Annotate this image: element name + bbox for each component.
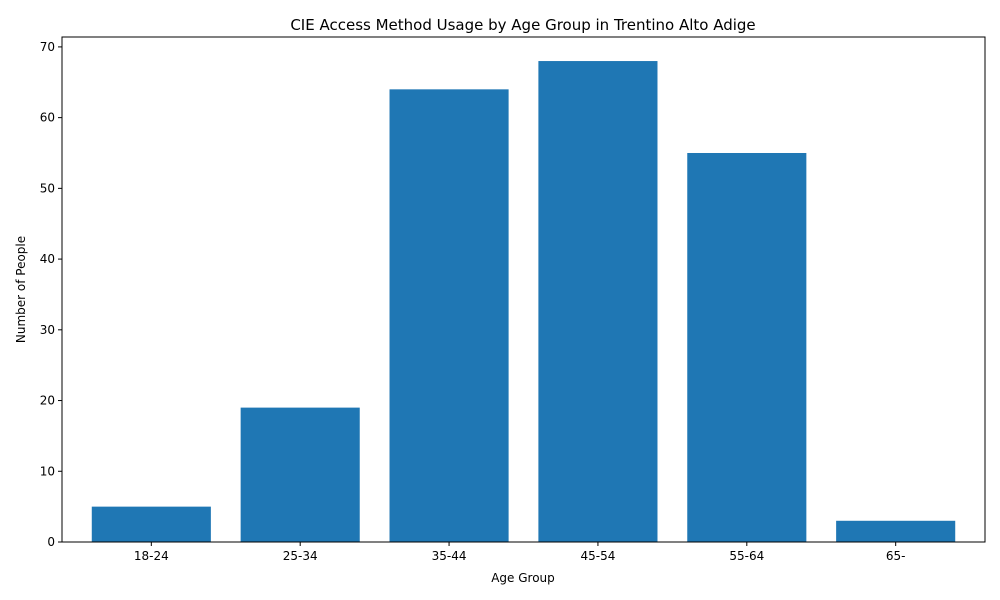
y-tick-label: 60 xyxy=(40,111,55,125)
x-tick-label: 55-64 xyxy=(729,549,764,563)
bar-25-34 xyxy=(240,407,360,542)
bar-65- xyxy=(836,520,956,542)
chart-title: CIE Access Method Usage by Age Group in … xyxy=(290,16,755,34)
y-tick-label: 30 xyxy=(40,323,55,337)
y-axis: 0 10 20 30 40 50 60 70 xyxy=(40,40,62,549)
y-tick-label: 0 xyxy=(47,535,55,549)
x-axis-label: Age Group xyxy=(491,571,555,585)
x-tick-label: 25-34 xyxy=(283,549,318,563)
y-tick-label: 10 xyxy=(40,464,55,478)
bar-55-64 xyxy=(687,152,807,543)
y-tick-label: 40 xyxy=(40,252,55,266)
y-axis-label: Number of People xyxy=(14,236,28,343)
x-tick-label: 45-54 xyxy=(580,549,615,563)
plot-frame xyxy=(61,36,986,543)
bars-layer xyxy=(91,61,956,543)
y-tick-label: 70 xyxy=(40,40,55,54)
x-tick-label: 18-24 xyxy=(134,549,169,563)
x-axis: 18-24 25-34 35-44 45-54 55-64 65- xyxy=(134,542,906,563)
y-tick-label: 20 xyxy=(40,394,55,408)
bar-45-54 xyxy=(538,61,658,543)
y-tick-label: 50 xyxy=(40,181,55,195)
x-tick-label: 65- xyxy=(886,549,906,563)
bar-18-24 xyxy=(91,506,211,542)
bar-35-44 xyxy=(389,89,509,543)
x-tick-label: 35-44 xyxy=(432,549,467,563)
